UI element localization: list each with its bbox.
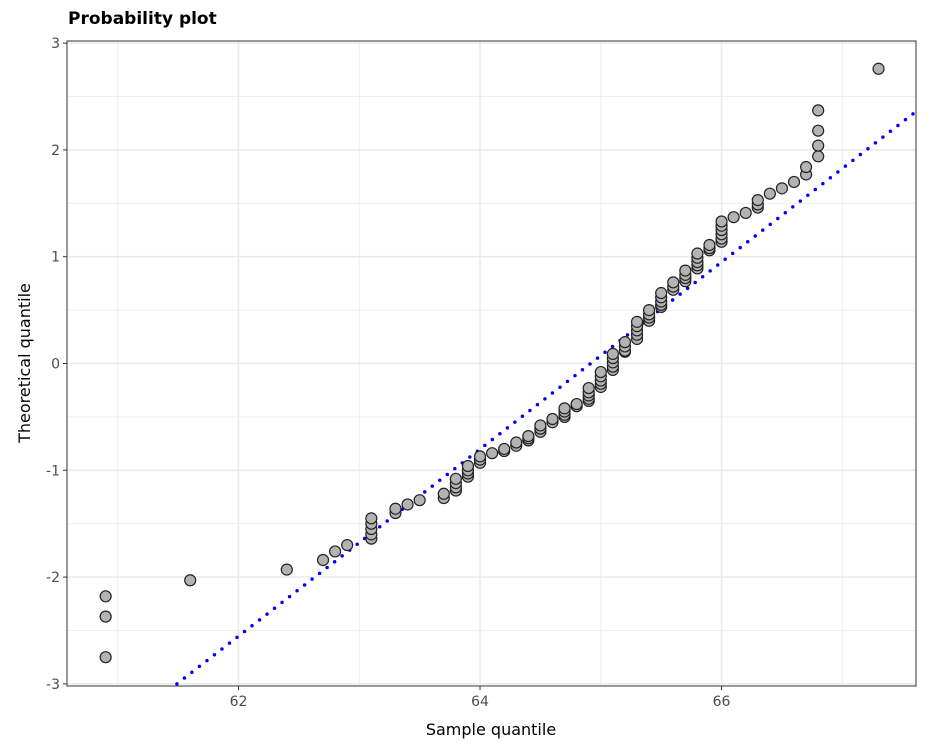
data-point [570, 397, 583, 411]
data-point [486, 447, 499, 460]
y-axis-ticks: -3 -2 -1 0 1 2 3 [46, 36, 67, 693]
y-tick-label: -3 [46, 677, 60, 693]
chart-title: Probability plot [68, 9, 217, 29]
data-point [594, 365, 607, 379]
data-point [534, 419, 547, 432]
data-point [582, 381, 595, 395]
data-point [679, 264, 692, 277]
y-tick-label: 2 [51, 143, 60, 159]
data-point [341, 538, 354, 552]
data-point [800, 160, 813, 174]
y-tick-label: -2 [46, 570, 60, 586]
data-point [763, 187, 776, 200]
data-point [606, 347, 619, 360]
data-point [280, 563, 293, 576]
data-point [510, 436, 523, 449]
y-tick-label: 3 [51, 36, 60, 52]
data-point [184, 574, 197, 587]
data-point [546, 412, 559, 426]
y-axis-label: Theoretical quantile [15, 283, 34, 444]
data-point [618, 336, 632, 349]
data-point [691, 247, 704, 260]
data-point [775, 182, 789, 195]
data-point [558, 402, 571, 415]
data-point [437, 487, 450, 500]
data-point [812, 150, 825, 163]
data-point [449, 472, 462, 485]
data-point [389, 502, 402, 515]
data-point [739, 206, 752, 220]
data-point [751, 194, 764, 207]
data-point [316, 553, 330, 567]
data-points [99, 62, 885, 664]
data-point [99, 610, 112, 623]
reference-line-path [175, 109, 918, 686]
x-axis-ticks: 62 64 66 [230, 686, 731, 710]
data-point [643, 304, 656, 317]
y-tick-label: 0 [51, 357, 60, 373]
x-axis-label: Sample quantile [426, 720, 556, 739]
y-tick-label: -1 [46, 463, 60, 479]
data-point [401, 498, 414, 511]
y-tick-label: 1 [51, 250, 60, 266]
data-point [99, 590, 112, 603]
data-point [812, 104, 825, 117]
data-point [365, 512, 378, 525]
data-point [715, 215, 728, 228]
x-tick-label: 62 [230, 694, 248, 710]
data-point [522, 430, 535, 443]
x-tick-label: 64 [471, 694, 489, 710]
data-point [812, 124, 825, 137]
data-point [703, 238, 716, 252]
data-point [413, 494, 426, 507]
data-point [812, 139, 825, 152]
x-tick-label: 66 [713, 694, 731, 710]
data-point [630, 315, 644, 328]
data-point [787, 175, 801, 189]
reference-line [175, 109, 918, 686]
data-point [498, 442, 511, 456]
data-point [872, 62, 885, 75]
data-point [473, 450, 487, 463]
data-point [99, 651, 112, 664]
data-point [329, 545, 342, 558]
data-point [655, 286, 668, 300]
data-point [461, 459, 475, 473]
data-point [727, 211, 740, 224]
gridlines [67, 41, 916, 686]
data-point [667, 276, 680, 289]
